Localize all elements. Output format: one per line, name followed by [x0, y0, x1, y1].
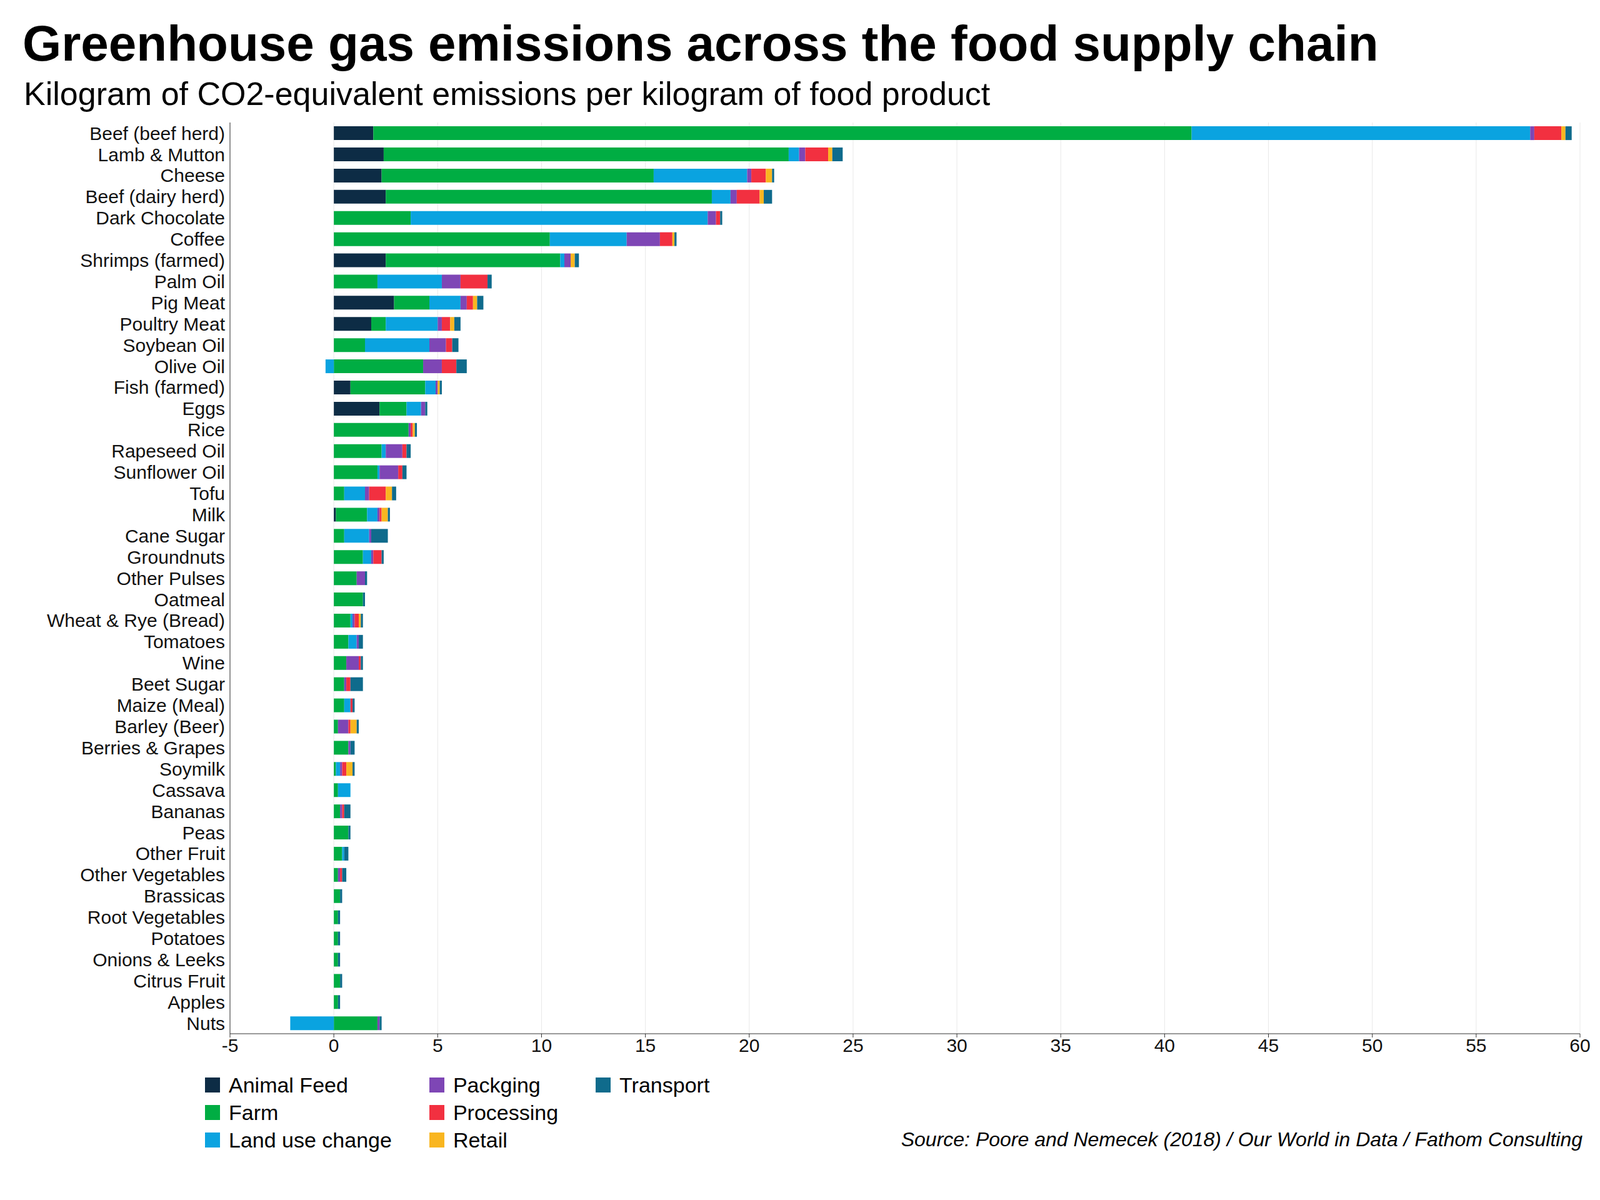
html-text:Transport: Transport	[619, 1072, 710, 1097]
svg-text:Sunflower Oil: Sunflower Oil	[113, 461, 225, 483]
svg-text:Poultry Meat: Poultry Meat	[120, 313, 226, 335]
svg-text:-5: -5	[221, 1035, 239, 1056]
svg-text:Beef (dairy herd): Beef (dairy herd)	[85, 186, 225, 207]
svg-text:Berries & Grapes: Berries & Grapes	[81, 737, 225, 759]
svg-text:Onions & Leeks: Onions & Leeks	[92, 949, 225, 970]
svg-text:Other Fruit: Other Fruit	[135, 843, 226, 864]
svg-text:0: 0	[328, 1035, 340, 1056]
svg-text:55: 55	[1465, 1035, 1487, 1056]
svg-text:35: 35	[1050, 1035, 1072, 1056]
html-text:Farm: Farm	[228, 1100, 279, 1125]
svg-text:Lamb & Mutton: Lamb & Mutton	[98, 144, 225, 165]
html-text:Packging: Packging	[453, 1072, 541, 1097]
svg-text:60: 60	[1569, 1035, 1590, 1056]
svg-text:Maize (Meal): Maize (Meal)	[116, 695, 225, 716]
svg-text:Olive Oil: Olive Oil	[154, 356, 225, 377]
svg-text:Soybean Oil: Soybean Oil	[123, 335, 225, 356]
html-text:Kilogram of CO2-equivalent emi: Kilogram of CO2-equivalent emissions per…	[23, 75, 991, 112]
svg-text:Other Vegetables: Other Vegetables	[80, 864, 225, 885]
svg-text:Cane Sugar: Cane Sugar	[125, 525, 225, 547]
svg-text:Potatoes: Potatoes	[151, 928, 225, 949]
svg-text:30: 30	[946, 1035, 967, 1056]
svg-text:Nuts: Nuts	[186, 1013, 225, 1034]
svg-text:Pig Meat: Pig Meat	[151, 292, 226, 314]
svg-text:Tomatoes: Tomatoes	[143, 631, 225, 652]
html-text:Processing: Processing	[453, 1100, 559, 1125]
svg-text:Bananas: Bananas	[151, 801, 225, 822]
svg-text:50: 50	[1361, 1035, 1383, 1056]
svg-text:Beet Sugar: Beet Sugar	[131, 673, 225, 695]
svg-text:Oatmeal: Oatmeal	[154, 589, 225, 610]
svg-text:20: 20	[738, 1035, 760, 1056]
svg-text:Cassava: Cassava	[151, 780, 225, 801]
svg-text:Soymilk: Soymilk	[159, 758, 226, 780]
svg-text:5: 5	[432, 1035, 444, 1056]
svg-text:Fish (farmed): Fish (farmed)	[113, 376, 225, 398]
svg-text:Barley (Beer): Barley (Beer)	[114, 716, 225, 737]
html-text:Land use change: Land use change	[228, 1127, 392, 1152]
svg-text:Other Pulses: Other Pulses	[116, 568, 225, 589]
svg-text:Wheat & Rye (Bread): Wheat & Rye (Bread)	[46, 610, 225, 631]
html-text:Retail: Retail	[453, 1127, 508, 1152]
svg-text:Brassicas: Brassicas	[143, 885, 225, 907]
svg-text:15: 15	[635, 1035, 656, 1056]
svg-text:Peas: Peas	[182, 822, 225, 844]
svg-text:Coffee: Coffee	[170, 228, 225, 250]
svg-text:Cheese: Cheese	[160, 165, 225, 186]
svg-text:25: 25	[842, 1035, 864, 1056]
svg-text:Beef (beef herd): Beef (beef herd)	[89, 123, 225, 144]
svg-text:40: 40	[1154, 1035, 1175, 1056]
svg-text:Citrus Fruit: Citrus Fruit	[133, 970, 225, 992]
svg-text:Palm Oil: Palm Oil	[154, 271, 225, 292]
svg-text:Groundnuts: Groundnuts	[126, 546, 225, 568]
svg-text:10: 10	[531, 1035, 552, 1056]
svg-text:Shrimps (farmed): Shrimps (farmed)	[80, 250, 225, 271]
svg-text:Wine: Wine	[182, 652, 225, 674]
svg-text:Root Vegetables: Root Vegetables	[87, 906, 225, 928]
svg-text:Tofu: Tofu	[189, 483, 225, 504]
svg-text:Rapeseed Oil: Rapeseed Oil	[111, 440, 225, 462]
svg-text:Apples: Apples	[167, 991, 225, 1013]
svg-text:Rice: Rice	[187, 419, 225, 440]
svg-text:Dark Chocolate: Dark Chocolate	[95, 207, 225, 229]
html-text:Greenhouse gas emissions acros: Greenhouse gas emissions across the food…	[22, 15, 1379, 72]
html-text:Source: Poore and Nemecek (201: Source: Poore and Nemecek (2018) / Our W…	[901, 1128, 1583, 1151]
svg-text:45: 45	[1258, 1035, 1279, 1056]
html-text:Animal Feed: Animal Feed	[228, 1072, 349, 1097]
svg-text:Eggs: Eggs	[182, 398, 225, 419]
svg-text:Milk: Milk	[191, 504, 226, 525]
